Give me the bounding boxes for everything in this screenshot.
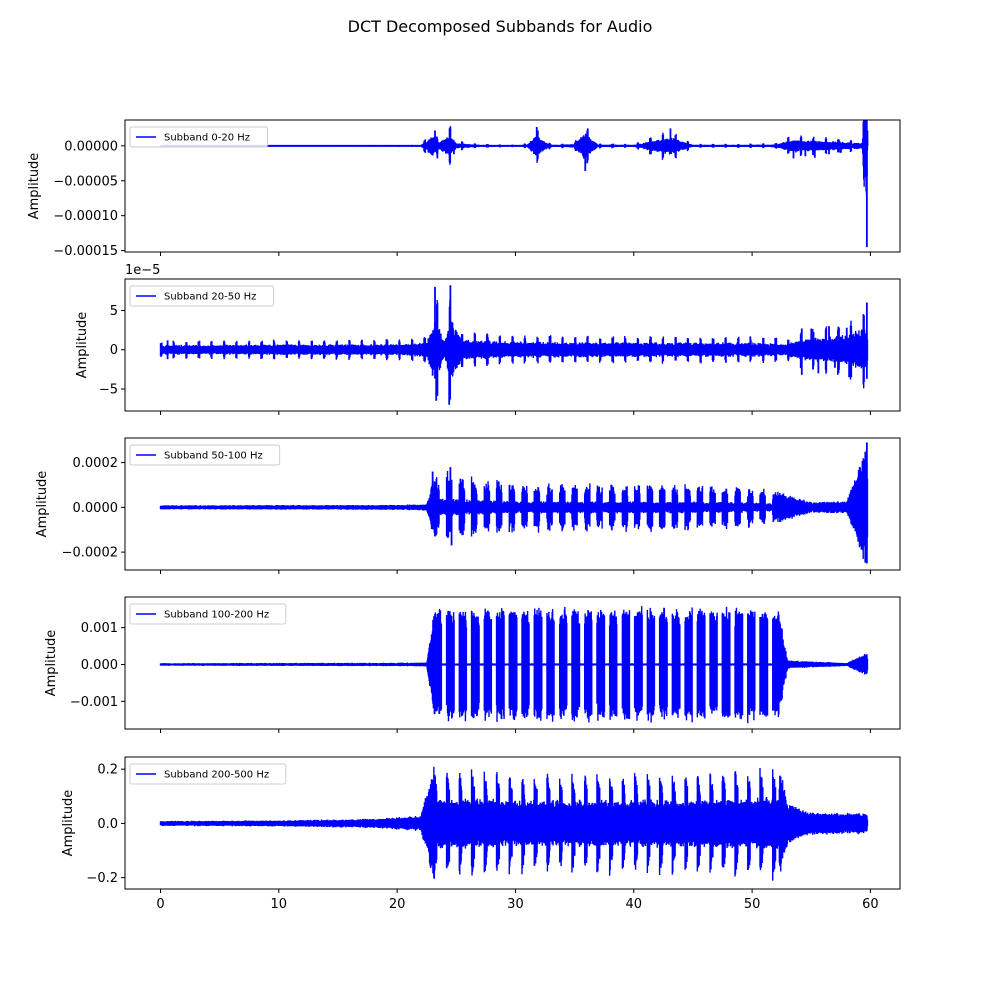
legend-label: Subband 0-20 Hz [164,133,250,144]
y-tick-label: −0.00010 [53,209,118,224]
series-line [159,297,869,401]
figure-title: DCT Decomposed Subbands for Audio [348,17,653,36]
y-tick-label: 0 [110,343,118,358]
legend: Subband 50-100 Hz [129,444,281,466]
axes-frame [124,596,901,730]
legend: Subband 100-200 Hz [129,603,287,625]
subplot-2: 5 0 −5 Amplitude 1e−5 Subband 20-50 Hz [75,263,901,415]
y-tick-label: 0.0002 [73,456,119,471]
legend-label: Subband 200-500 Hz [164,770,269,781]
y-tick-label: 0.0000 [73,501,119,516]
subplot-stack: 0.00000−0.00005−0.00010−0.00015Amplitude… [27,119,901,912]
y-axis-label: Amplitude [27,153,42,220]
legend-box [129,763,287,785]
y-tick-label: −0.2 [86,871,118,886]
y-tick-label: −0.00015 [53,244,118,259]
legend-label: Subband 100-200 Hz [164,610,269,621]
y-axis-label: Amplitude [61,790,76,857]
axes-frame [124,278,901,412]
y-tick-label: 0.00000 [64,139,118,154]
subplot-5: 0.2 0.0 −0.2 0 10 20 30 40 50 60 Amplitude Subband … [61,756,901,912]
y-tick-label: 5 [110,304,118,319]
y-tick-label: −0.00005 [53,174,118,189]
subplot-3: 0.0002 0.0000 −0.0002 Amplitude Subband 50-1… [35,437,901,574]
legend-label: Subband 20-50 Hz [164,292,256,303]
y-tick-label: 0.0 [97,817,118,832]
y-tick-label: −0.001 [70,695,118,710]
y-tick-label: 0.001 [81,621,118,636]
axes-frame [124,437,901,571]
x-tick-label: 40 [626,897,643,912]
y-axis-label: Amplitude [35,471,50,538]
y-tick-label: −0.0002 [62,546,118,561]
legend-label: Subband 50-100 Hz [164,451,263,462]
axes-frame [124,119,901,253]
legend: Subband 20-50 Hz [129,285,275,307]
x-tick-label: 60 [862,897,879,912]
y-axis-label: Amplitude [75,312,90,379]
legend-box [129,444,281,466]
legend: Subband 200-500 Hz [129,763,287,785]
legend-box [129,126,268,148]
x-tick-label: 0 [156,897,164,912]
y-tick-label: 0.2 [97,763,118,778]
legend-box [129,285,275,307]
x-tick-label: 10 [271,897,288,912]
y-tick-label: 0.000 [81,658,118,673]
legend: Subband 0-20 Hz [129,126,268,148]
y-tick-label: −5 [99,383,118,398]
x-tick-label: 20 [389,897,406,912]
x-tick-label: 50 [744,897,761,912]
subplot-4: 0.001 0.000 −0.001 Amplitude Subband 100-200… [44,596,901,733]
y-axis-label: Amplitude [44,630,59,697]
x-tick-label: 30 [507,897,524,912]
y-offset-text: 1e−5 [125,263,160,278]
subplot-1: 0.00000 −0.00005 −0.00010 −0.00015 Amplitude… [27,119,901,259]
legend-box [129,603,287,625]
